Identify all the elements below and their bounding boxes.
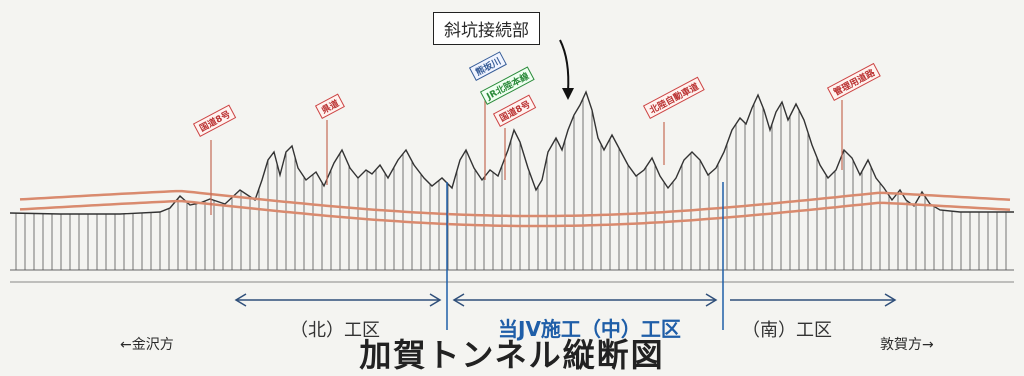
direction-kanazawa: ←金沢方	[120, 337, 174, 353]
tunnel-crown-line	[19, 189, 1011, 218]
arrow-north-head-right	[429, 293, 442, 307]
arrow-south-head-right	[884, 293, 897, 307]
terrain-line	[9, 90, 1014, 215]
section-south-label: （南）工区	[742, 320, 832, 341]
crossing-poles	[210, 90, 843, 215]
arrow-center-head-right	[705, 293, 718, 307]
direction-tsuruga: 敦賀方→	[880, 337, 934, 353]
arrow-north-head-left	[234, 293, 247, 307]
tunnel-invert-line	[19, 199, 1011, 228]
callout-arrow	[559, 39, 570, 93]
arrow-center-head-left	[452, 293, 465, 307]
callout-arrowhead	[562, 88, 574, 100]
shaft-junction-callout: 斜坑接続部	[433, 12, 540, 45]
boring-lines	[15, 98, 1007, 270]
section-center-label: 当JV施工（中）工区	[498, 317, 681, 341]
section-north-label: （北）工区	[290, 320, 380, 341]
diagram-title: 加賀トンネル縦断図	[359, 336, 665, 374]
section-arrows	[234, 293, 897, 307]
